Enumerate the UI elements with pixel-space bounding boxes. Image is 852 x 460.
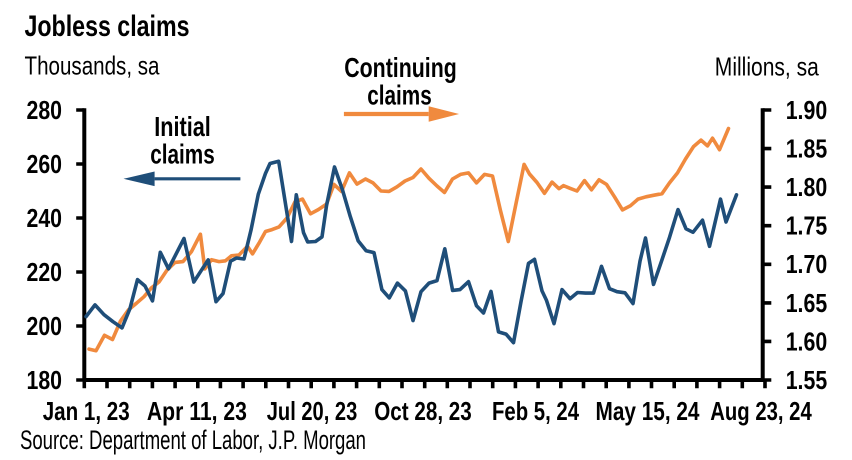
svg-text:280: 280 xyxy=(27,97,63,125)
svg-text:Oct 28, 23: Oct 28, 23 xyxy=(374,396,472,426)
svg-text:1.80: 1.80 xyxy=(786,174,828,202)
svg-text:180: 180 xyxy=(27,367,63,395)
svg-text:May 15, 24: May 15, 24 xyxy=(596,396,700,426)
svg-text:Source: Department of Labor, J: Source: Department of Labor, J.P. Morgan xyxy=(20,425,366,455)
svg-text:240: 240 xyxy=(27,205,63,233)
svg-text:Aug 23, 24: Aug 23, 24 xyxy=(710,396,812,426)
svg-text:Continuing: Continuing xyxy=(344,52,457,83)
svg-text:Apr 11, 23: Apr 11, 23 xyxy=(147,396,247,426)
svg-text:Millions, sa: Millions, sa xyxy=(715,52,819,82)
svg-text:Initial: Initial xyxy=(154,111,211,142)
svg-text:1.65: 1.65 xyxy=(786,290,828,318)
svg-text:1.55: 1.55 xyxy=(786,367,828,395)
svg-text:1.90: 1.90 xyxy=(786,97,828,125)
svg-text:Feb 5, 24: Feb 5, 24 xyxy=(492,396,579,426)
svg-text:Thousands, sa: Thousands, sa xyxy=(25,51,160,81)
svg-text:Jobless claims: Jobless claims xyxy=(25,10,190,43)
svg-text:Jan 1, 23: Jan 1, 23 xyxy=(43,396,130,426)
svg-text:claims: claims xyxy=(367,79,432,110)
svg-text:220: 220 xyxy=(27,259,63,287)
svg-text:1.85: 1.85 xyxy=(786,136,828,164)
svg-text:260: 260 xyxy=(27,151,63,179)
svg-text:Jul 20, 23: Jul 20, 23 xyxy=(267,396,358,426)
svg-text:200: 200 xyxy=(27,313,63,341)
svg-text:1.60: 1.60 xyxy=(786,328,828,356)
svg-text:claims: claims xyxy=(150,138,215,169)
svg-text:1.75: 1.75 xyxy=(786,213,828,241)
svg-text:1.70: 1.70 xyxy=(786,251,828,279)
